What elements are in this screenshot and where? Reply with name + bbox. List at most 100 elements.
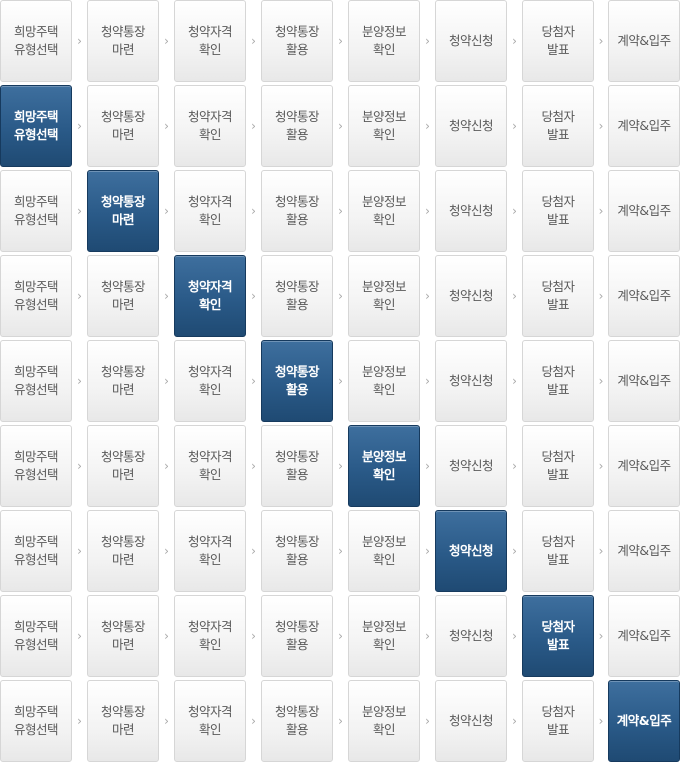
step-button[interactable]: 청약신청	[435, 85, 507, 167]
step-button[interactable]: 당첨자 발표	[522, 85, 594, 167]
step-button[interactable]: 계약&입주	[608, 510, 680, 592]
step-button[interactable]: 당첨자 발표	[522, 0, 594, 82]
step-button[interactable]: 청약통장 마련	[87, 340, 159, 422]
step-label: 분양정보 확인	[361, 109, 407, 142]
chevron-right-icon: ›	[164, 34, 169, 48]
chevron-right-icon: ›	[512, 629, 517, 643]
step-button[interactable]: 계약&입주	[608, 595, 680, 677]
step-button[interactable]: 청약통장 활용	[261, 595, 333, 677]
step-button[interactable]: 당첨자 발표	[522, 680, 594, 762]
step-button[interactable]: 희망주택 유형선택	[0, 340, 72, 422]
step-button[interactable]: 당첨자 발표	[522, 425, 594, 507]
step-button[interactable]: 청약신청	[435, 510, 507, 592]
step-button[interactable]: 청약통장 마련	[87, 85, 159, 167]
step-label: 청약통장 활용	[274, 194, 320, 227]
step-button[interactable]: 분양정보 확인	[348, 510, 420, 592]
step-button[interactable]: 청약통장 마련	[87, 0, 159, 82]
step-button[interactable]: 분양정보 확인	[348, 595, 420, 677]
step-button[interactable]: 계약&입주	[608, 255, 680, 337]
step-button[interactable]: 희망주택 유형선택	[0, 510, 72, 592]
step-button[interactable]: 청약자격 확인	[174, 510, 246, 592]
step-label: 청약통장 마련	[100, 109, 146, 142]
step-button[interactable]: 계약&입주	[608, 85, 680, 167]
step-button[interactable]: 희망주택 유형선택	[0, 255, 72, 337]
step-button[interactable]: 청약자격 확인	[174, 170, 246, 252]
step-button[interactable]: 당첨자 발표	[522, 510, 594, 592]
step-button[interactable]: 청약자격 확인	[174, 0, 246, 82]
step-button[interactable]: 청약통장 활용	[261, 170, 333, 252]
step-button[interactable]: 희망주택 유형선택	[0, 680, 72, 762]
step-button[interactable]: 청약통장 활용	[261, 255, 333, 337]
step-button[interactable]: 청약통장 활용	[261, 0, 333, 82]
step-button[interactable]: 희망주택 유형선택	[0, 595, 72, 677]
step-button[interactable]: 청약신청	[435, 0, 507, 82]
step-button[interactable]: 분양정보 확인	[348, 340, 420, 422]
step-button[interactable]: 청약자격 확인	[174, 255, 246, 337]
step-button[interactable]: 희망주택 유형선택	[0, 85, 72, 167]
step-button[interactable]: 청약통장 활용	[261, 340, 333, 422]
step-button[interactable]: 계약&입주	[608, 0, 680, 82]
step-button[interactable]: 청약통장 활용	[261, 510, 333, 592]
step-button[interactable]: 청약통장 마련	[87, 425, 159, 507]
step-button[interactable]: 청약신청	[435, 340, 507, 422]
step-button[interactable]: 청약통장 마련	[87, 595, 159, 677]
step-label: 당첨자 발표	[541, 364, 575, 397]
chevron-right-icon: ›	[338, 34, 343, 48]
step-button[interactable]: 청약신청	[435, 170, 507, 252]
step-button[interactable]: 청약통장 마련	[87, 510, 159, 592]
chevron-right-icon: ›	[164, 374, 169, 388]
chevron-right-icon: ›	[338, 204, 343, 218]
step-button[interactable]: 계약&입주	[608, 340, 680, 422]
step-label: 청약신청	[448, 118, 494, 133]
step-button[interactable]: 계약&입주	[608, 680, 680, 762]
step-button[interactable]: 계약&입주	[608, 170, 680, 252]
chevron-right-icon: ›	[512, 119, 517, 133]
step-button[interactable]: 청약통장 마련	[87, 255, 159, 337]
step-button[interactable]: 희망주택 유형선택	[0, 170, 72, 252]
chevron-right-icon: ›	[251, 289, 256, 303]
step-label: 청약자격 확인	[187, 24, 233, 57]
step-label: 청약통장 마련	[100, 619, 146, 652]
step-button[interactable]: 분양정보 확인	[348, 85, 420, 167]
step-button[interactable]: 청약자격 확인	[174, 85, 246, 167]
step-button[interactable]: 희망주택 유형선택	[0, 425, 72, 507]
step-row: 희망주택 유형선택 › 청약통장 마련 › 청약자격 확인 › 청약통장 활용 › 분양정보 확…	[0, 680, 680, 762]
step-button[interactable]: 청약신청	[435, 680, 507, 762]
step-label: 청약신청	[448, 713, 494, 728]
step-button[interactable]: 청약통장 활용	[261, 85, 333, 167]
chevron-right-icon: ›	[598, 714, 604, 728]
step-button[interactable]: 청약자격 확인	[174, 340, 246, 422]
step-button[interactable]: 청약신청	[435, 255, 507, 337]
step-button[interactable]: 분양정보 확인	[348, 255, 420, 337]
step-button[interactable]: 분양정보 확인	[348, 425, 420, 507]
chevron-right-icon: ›	[338, 459, 343, 473]
step-label: 희망주택 유형선택	[13, 364, 59, 397]
step-button[interactable]: 청약통장 마련	[87, 170, 159, 252]
step-button[interactable]: 청약신청	[435, 595, 507, 677]
chevron-right-icon: ›	[338, 119, 343, 133]
chevron-right-icon: ›	[77, 714, 82, 728]
step-button[interactable]: 청약자격 확인	[174, 425, 246, 507]
step-button[interactable]: 분양정보 확인	[348, 0, 420, 82]
step-button[interactable]: 당첨자 발표	[522, 255, 594, 337]
step-button[interactable]: 당첨자 발표	[522, 340, 594, 422]
chevron-right-icon: ›	[598, 544, 604, 558]
step-button[interactable]: 희망주택 유형선택	[0, 0, 72, 82]
step-button[interactable]: 청약통장 활용	[261, 425, 333, 507]
step-button[interactable]: 당첨자 발표	[522, 170, 594, 252]
step-button[interactable]: 청약자격 확인	[174, 680, 246, 762]
step-button[interactable]: 분양정보 확인	[348, 170, 420, 252]
step-button[interactable]: 당첨자 발표	[522, 595, 594, 677]
step-label: 계약&입주	[617, 288, 671, 303]
step-button[interactable]: 청약통장 활용	[261, 680, 333, 762]
chevron-right-icon: ›	[164, 204, 169, 218]
step-button[interactable]: 청약자격 확인	[174, 595, 246, 677]
step-button[interactable]: 분양정보 확인	[348, 680, 420, 762]
step-button[interactable]: 청약통장 마련	[87, 680, 159, 762]
step-button[interactable]: 계약&입주	[608, 425, 680, 507]
step-button[interactable]: 청약신청	[435, 425, 507, 507]
step-label: 청약자격 확인	[187, 449, 233, 482]
step-label: 당첨자 발표	[541, 279, 575, 312]
chevron-right-icon: ›	[251, 34, 256, 48]
chevron-right-icon: ›	[77, 289, 82, 303]
